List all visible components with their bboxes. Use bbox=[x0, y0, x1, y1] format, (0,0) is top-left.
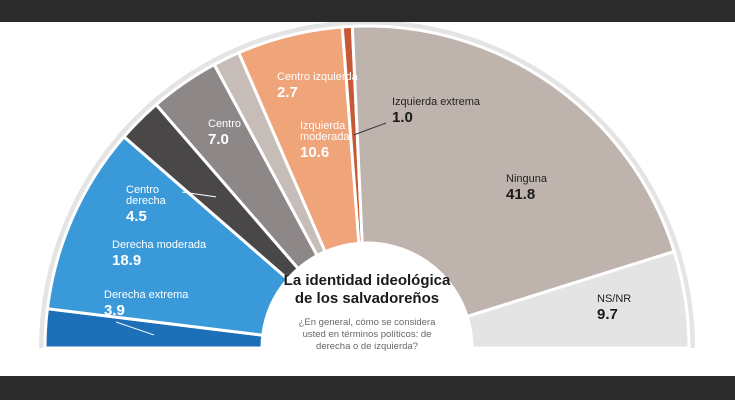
segment-derecha-moderada bbox=[45, 134, 290, 337]
label-ns-nr: NS/NR 9.7 bbox=[597, 293, 632, 323]
category-name: Derecha extrema bbox=[104, 289, 189, 301]
category-value: 9.7 bbox=[597, 306, 618, 323]
category-value: 4.5 bbox=[126, 208, 147, 225]
label-izquierda-extrema: Izquierda extrema 1.0 bbox=[392, 96, 481, 126]
category-name: Ninguna bbox=[506, 173, 547, 185]
category-value: 3.9 bbox=[104, 302, 125, 319]
leader-line bbox=[181, 191, 217, 198]
label-derecha-extrema: Derecha extrema 3.9 bbox=[104, 289, 189, 319]
category-name: Derecha moderada bbox=[112, 239, 207, 251]
survey-question: ¿En general, cómo se considera usted en … bbox=[287, 317, 447, 353]
category-value: 7.0 bbox=[208, 131, 229, 148]
survey-question-line-3: derecha o de izquierda? bbox=[316, 340, 418, 352]
leader-line bbox=[115, 321, 155, 336]
category-name: Centro bbox=[126, 184, 160, 196]
segment-ns-nr bbox=[465, 249, 691, 350]
category-value: 41.8 bbox=[506, 186, 536, 203]
label-izquierda-moderada: Izquierda moderada 10.6 bbox=[300, 120, 350, 161]
survey-question-line-1: ¿En general, cómo se considera bbox=[298, 317, 436, 328]
category-value: 1.0 bbox=[392, 109, 413, 126]
label-centro-izquierda: Centro izquierda 2.7 bbox=[277, 71, 358, 101]
chart-panel: Derecha extrema 3.9 Derecha moderada 18.9 Ce… bbox=[0, 22, 735, 376]
survey-question-line-2: usted en términos políticos: de bbox=[302, 328, 432, 340]
category-value: 10.6 bbox=[300, 144, 330, 161]
leader-line bbox=[353, 122, 387, 136]
category-name: Izquierda extrema bbox=[392, 96, 481, 108]
category-name: Centro izquierda bbox=[277, 71, 358, 83]
label-ninguna: Ninguna 41.8 bbox=[506, 173, 547, 203]
label-centro: Centro 7.0 bbox=[208, 118, 242, 148]
chart-title-line-2: de los salvadoreños bbox=[294, 290, 440, 307]
center-hole bbox=[263, 244, 471, 348]
category-name: Izquierda bbox=[300, 120, 346, 132]
category-value: 2.7 bbox=[277, 84, 298, 101]
semicircle-chart bbox=[39, 22, 695, 350]
chart-title-line-1: La identidad ideológica bbox=[283, 272, 451, 289]
category-name: Centro bbox=[208, 118, 242, 130]
chart-title: La identidad ideológica de los salvadore… bbox=[282, 272, 452, 308]
category-name: moderada bbox=[300, 131, 350, 143]
segment-ninguna bbox=[350, 24, 677, 319]
category-name: derecha bbox=[126, 195, 166, 207]
category-name: NS/NR bbox=[597, 293, 632, 305]
label-centro-derecha: Centro derecha 4.5 bbox=[126, 184, 166, 225]
category-value: 18.9 bbox=[112, 252, 142, 269]
label-derecha-moderada: Derecha moderada 18.9 bbox=[112, 239, 207, 269]
